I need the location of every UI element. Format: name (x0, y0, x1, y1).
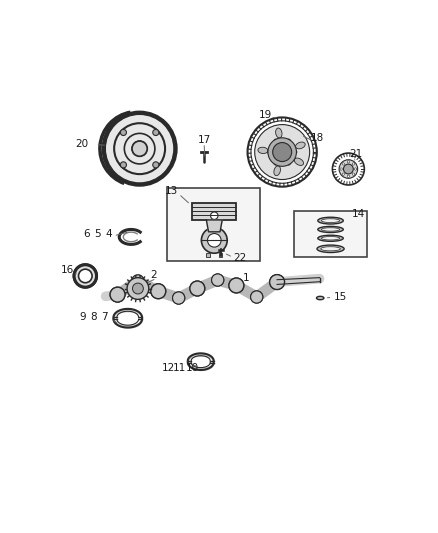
Text: 6: 6 (84, 229, 90, 239)
Text: 14: 14 (352, 209, 365, 219)
Circle shape (211, 212, 218, 220)
Ellipse shape (296, 142, 305, 149)
Circle shape (342, 163, 344, 165)
Circle shape (132, 141, 147, 156)
Circle shape (229, 278, 244, 293)
Text: 18: 18 (311, 133, 325, 143)
Circle shape (201, 228, 227, 253)
Circle shape (343, 164, 353, 174)
Text: 22: 22 (233, 253, 247, 263)
Polygon shape (206, 220, 222, 232)
Circle shape (212, 274, 224, 286)
Text: 1: 1 (243, 273, 250, 282)
Circle shape (273, 142, 292, 161)
Circle shape (270, 274, 285, 289)
Text: 12: 12 (162, 364, 175, 373)
Circle shape (151, 284, 166, 298)
Ellipse shape (317, 245, 344, 253)
Circle shape (153, 130, 159, 135)
Circle shape (153, 162, 159, 168)
Circle shape (270, 274, 285, 289)
Circle shape (354, 168, 357, 170)
Ellipse shape (274, 166, 280, 176)
Text: 20: 20 (75, 139, 88, 149)
Circle shape (173, 292, 185, 304)
Text: 9: 9 (80, 312, 86, 322)
Circle shape (347, 175, 350, 177)
Circle shape (267, 150, 271, 154)
Text: 8: 8 (90, 312, 97, 322)
Circle shape (347, 160, 350, 163)
Circle shape (352, 163, 355, 165)
Ellipse shape (321, 219, 340, 222)
Circle shape (352, 173, 355, 175)
Circle shape (110, 287, 125, 302)
Text: 15: 15 (334, 292, 347, 302)
Circle shape (132, 283, 143, 294)
Circle shape (287, 161, 290, 165)
Text: 19: 19 (258, 110, 272, 120)
Circle shape (151, 284, 166, 298)
Circle shape (287, 139, 290, 142)
Circle shape (274, 161, 277, 165)
Circle shape (229, 278, 244, 293)
Text: 11: 11 (173, 364, 186, 373)
Circle shape (132, 275, 144, 287)
Circle shape (255, 125, 310, 180)
Circle shape (332, 152, 365, 186)
Circle shape (106, 115, 173, 182)
Circle shape (120, 130, 127, 135)
Circle shape (190, 281, 205, 296)
Text: 10: 10 (186, 364, 199, 373)
Ellipse shape (321, 228, 340, 231)
Text: 7: 7 (101, 312, 108, 322)
FancyBboxPatch shape (192, 203, 237, 220)
Circle shape (342, 173, 344, 175)
Ellipse shape (318, 235, 343, 241)
Circle shape (293, 150, 297, 154)
Circle shape (339, 160, 358, 179)
Ellipse shape (321, 247, 340, 251)
Text: 17: 17 (198, 135, 211, 145)
Circle shape (120, 162, 127, 168)
Text: 13: 13 (165, 186, 179, 196)
Ellipse shape (318, 217, 343, 224)
Circle shape (251, 291, 263, 303)
Circle shape (190, 281, 205, 296)
Circle shape (110, 287, 125, 302)
Circle shape (274, 139, 277, 142)
Text: 21: 21 (349, 149, 363, 159)
Text: 4: 4 (105, 229, 112, 239)
Circle shape (208, 233, 221, 247)
Ellipse shape (321, 237, 340, 240)
Circle shape (132, 275, 144, 287)
Circle shape (268, 138, 297, 166)
Ellipse shape (318, 227, 343, 232)
Ellipse shape (258, 147, 268, 154)
Circle shape (127, 278, 149, 300)
Circle shape (212, 274, 224, 286)
Circle shape (251, 291, 263, 303)
FancyBboxPatch shape (167, 188, 260, 261)
FancyBboxPatch shape (219, 253, 222, 256)
Circle shape (173, 292, 185, 304)
Ellipse shape (294, 158, 304, 165)
Text: 5: 5 (95, 229, 101, 239)
Circle shape (340, 168, 343, 170)
FancyBboxPatch shape (294, 212, 367, 257)
FancyBboxPatch shape (206, 253, 210, 256)
Ellipse shape (317, 296, 324, 300)
Text: 2: 2 (150, 270, 156, 280)
Ellipse shape (276, 128, 282, 138)
Circle shape (78, 269, 92, 282)
Circle shape (247, 117, 317, 187)
Circle shape (75, 266, 95, 286)
Text: 16: 16 (61, 265, 74, 275)
